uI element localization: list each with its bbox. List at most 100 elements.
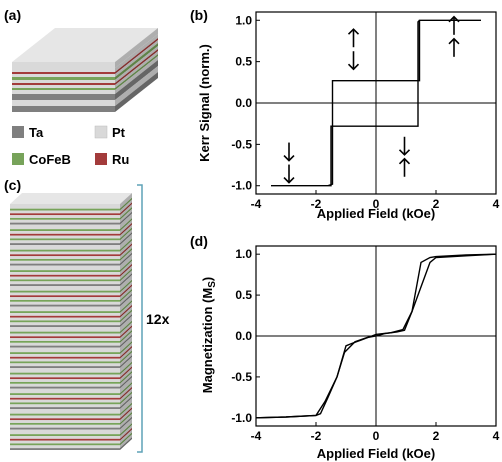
layer-pt bbox=[12, 62, 115, 68]
layer-pt bbox=[10, 415, 120, 419]
layer-side-pt bbox=[120, 429, 132, 444]
layer-ta bbox=[10, 304, 120, 307]
layer-cofeb bbox=[10, 381, 120, 384]
layer-pt bbox=[10, 240, 120, 244]
layer-pt bbox=[10, 388, 120, 394]
layer-side-pt bbox=[120, 368, 132, 382]
layer-pt bbox=[10, 347, 120, 353]
layer-side-pt bbox=[120, 265, 132, 280]
repeat-count-label: 12x bbox=[146, 311, 170, 327]
layer-side-pt bbox=[115, 28, 158, 68]
layer-pt bbox=[10, 272, 120, 275]
layer-side-pt bbox=[120, 322, 132, 337]
layer-pt bbox=[10, 383, 120, 387]
layer-side-ru bbox=[120, 304, 132, 318]
y-tick-label: -0.5 bbox=[231, 370, 252, 384]
layer-cofeb bbox=[10, 299, 120, 302]
layer-ru bbox=[10, 233, 120, 236]
layer-side-ta bbox=[120, 211, 132, 225]
layer-ru bbox=[10, 336, 120, 339]
layer-side-ta bbox=[120, 273, 132, 286]
layer-pt bbox=[10, 374, 120, 378]
layer-pt bbox=[10, 399, 120, 403]
layer-pt bbox=[10, 251, 120, 255]
kerr-signal-chart: Applied Field (kOe) Kerr Signal (norm.) … bbox=[197, 11, 500, 221]
chart-d-y-axis-label: Magnetization (MS) bbox=[200, 277, 218, 393]
y-tick-label: -1.0 bbox=[231, 411, 252, 425]
layer-pt bbox=[10, 358, 120, 362]
layer-side-cofeb bbox=[120, 309, 132, 323]
layer-pt bbox=[10, 440, 120, 444]
multilayer-front-face bbox=[10, 204, 120, 450]
layer-ta bbox=[10, 386, 120, 389]
layer-cofeb bbox=[10, 331, 120, 334]
layer-side-pt bbox=[120, 384, 132, 398]
bracket-line bbox=[137, 184, 143, 453]
layer-side-cofeb bbox=[120, 361, 132, 375]
layer-pt bbox=[10, 276, 120, 280]
layer-ru bbox=[10, 418, 120, 421]
layer-side-cofeb bbox=[120, 279, 132, 293]
layer-side-cofeb bbox=[120, 391, 132, 405]
y-tick-label: 0.5 bbox=[235, 55, 252, 69]
repeat-bracket: 12x bbox=[137, 184, 170, 453]
layer-side-pt bbox=[120, 281, 132, 296]
layer-cofeb bbox=[12, 88, 115, 90]
layer-side-cofeb bbox=[120, 227, 132, 241]
arrow-head bbox=[398, 157, 411, 165]
layer-pt bbox=[12, 90, 115, 94]
layer-pt bbox=[12, 74, 115, 77]
x-tick-label: 0 bbox=[373, 197, 380, 211]
layer-cofeb bbox=[10, 393, 120, 396]
layer-side-ta bbox=[120, 293, 132, 307]
layer-ru bbox=[10, 397, 120, 400]
arrow-head bbox=[283, 154, 295, 162]
arrow-head bbox=[448, 37, 460, 45]
layer-ta bbox=[10, 222, 120, 225]
layer-ta bbox=[10, 345, 120, 348]
layer-side-ru bbox=[120, 407, 132, 421]
layer-side-ta bbox=[120, 396, 132, 409]
multilayer-top-face bbox=[10, 193, 132, 204]
layer-side-ta bbox=[120, 355, 132, 368]
layer-pt bbox=[10, 338, 120, 341]
layer-side-ru bbox=[115, 38, 158, 74]
arrow-head bbox=[347, 63, 360, 71]
layer-ru bbox=[10, 274, 120, 277]
layer-side-pt bbox=[120, 413, 132, 428]
layer-side-pt bbox=[120, 270, 132, 285]
layer-side-pt bbox=[115, 51, 158, 88]
layer-side-pt bbox=[120, 275, 132, 291]
layer-side-ta bbox=[115, 60, 158, 100]
layer-side-pt bbox=[120, 316, 132, 332]
layer-side-pt bbox=[115, 34, 158, 72]
layer-side-cofeb bbox=[120, 320, 132, 334]
layer-side-pt bbox=[120, 363, 132, 378]
layer-side-pt bbox=[120, 398, 132, 414]
layer-cofeb bbox=[10, 352, 120, 355]
layer-side-pt bbox=[120, 434, 132, 449]
layer-pt bbox=[10, 260, 120, 264]
magnetization-chart: Applied Field (kOe) Magnetization (MS) -… bbox=[200, 245, 500, 461]
layer-side-pt bbox=[120, 306, 132, 321]
layer-side-ta bbox=[120, 252, 132, 266]
layer-side-pt bbox=[120, 220, 132, 234]
layer-pt bbox=[10, 445, 120, 449]
layer-cofeb bbox=[10, 413, 120, 416]
layer-ru bbox=[10, 254, 120, 257]
layer-pt bbox=[10, 333, 120, 337]
x-tick-label: -4 bbox=[251, 429, 262, 443]
stack-top-face bbox=[12, 28, 158, 62]
layer-cofeb bbox=[10, 340, 120, 343]
layer-pt bbox=[12, 100, 115, 106]
layer-cofeb bbox=[10, 443, 120, 446]
x-tick-label: -4 bbox=[251, 197, 262, 211]
layer-cofeb bbox=[10, 372, 120, 375]
layer-pt bbox=[10, 224, 120, 230]
layer-side-ru bbox=[120, 202, 132, 216]
layer-side-ru bbox=[120, 427, 132, 441]
layer-side-cofeb bbox=[120, 402, 132, 416]
layer-ru bbox=[10, 356, 120, 359]
layer-side-pt bbox=[120, 425, 132, 439]
multilayer-stack-diagram bbox=[10, 193, 132, 450]
